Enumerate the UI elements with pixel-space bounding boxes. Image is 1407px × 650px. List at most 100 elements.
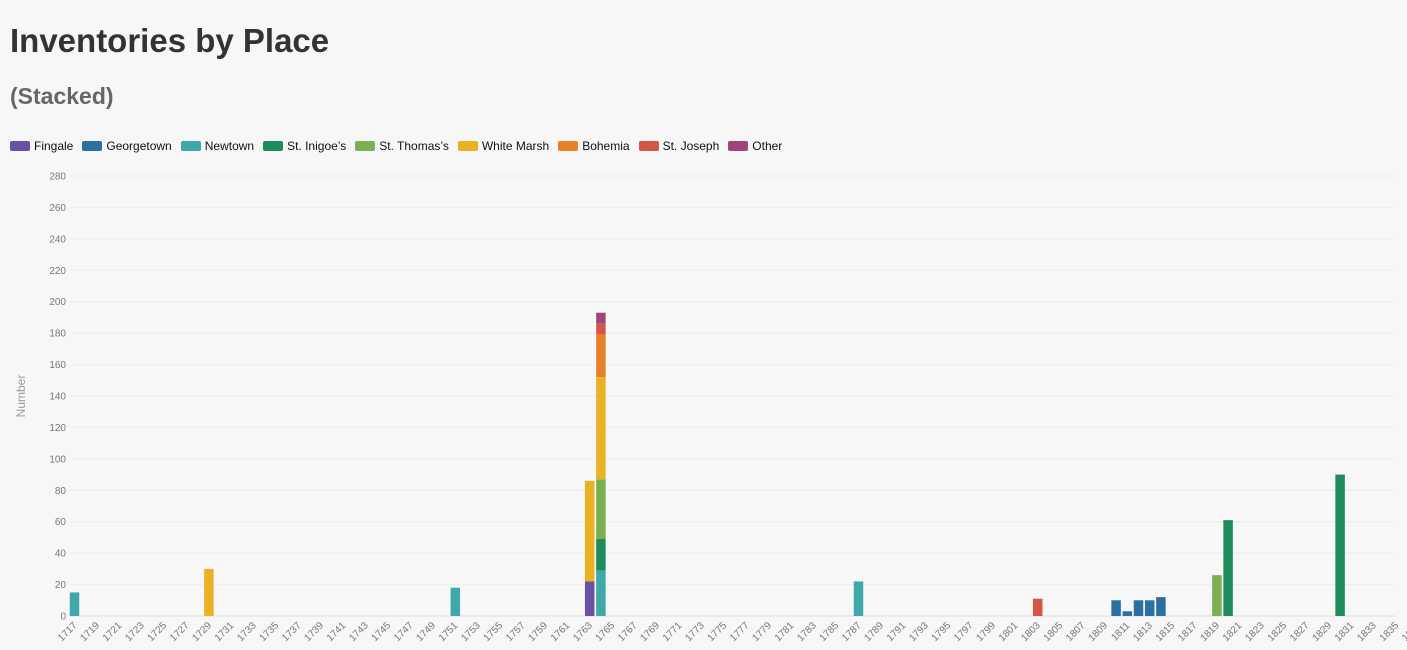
x-tick-label: 1825	[1266, 620, 1290, 644]
legend-item[interactable]: Georgetown	[82, 139, 172, 153]
y-tick-label: 120	[49, 423, 66, 434]
x-tick-label: 1745	[370, 620, 394, 644]
bar-segment	[596, 570, 606, 616]
bar-segment	[596, 334, 606, 378]
x-tick-label: 1773	[683, 620, 707, 644]
x-tick-label: 1805	[1042, 620, 1066, 644]
x-tick-label: 1813	[1131, 620, 1155, 644]
x-tick-label: 1751	[437, 620, 461, 644]
y-tick-label: 180	[49, 329, 66, 340]
bar-segment	[853, 581, 864, 616]
y-tick-label: 220	[49, 266, 66, 277]
x-tick-label: 1803	[1019, 620, 1043, 644]
legend-item[interactable]: White Marsh	[457, 139, 550, 153]
y-axis-label: Number	[14, 375, 28, 418]
y-tick-label: 140	[49, 392, 66, 403]
legend-item[interactable]: St. Joseph	[638, 139, 720, 153]
legend-label: Georgetown	[106, 139, 172, 153]
x-tick-label: 1737	[280, 620, 304, 644]
x-tick-label: 1765	[594, 620, 618, 644]
bar-segment	[1032, 598, 1043, 616]
legend-item[interactable]: Newtown	[180, 139, 255, 153]
legend-label: White Marsh	[481, 139, 550, 153]
legend-label: St. Thomas’s	[379, 139, 449, 153]
bar-segment	[1111, 600, 1121, 616]
legend-label: St. Joseph	[662, 139, 720, 153]
x-tick-label: 1795	[930, 620, 954, 644]
x-tick-label: 1785	[818, 620, 842, 644]
y-tick-label: 260	[49, 203, 66, 214]
legend-swatch	[10, 141, 30, 151]
y-tick-label: 100	[49, 454, 66, 465]
bar-segment	[596, 312, 606, 324]
legend-swatch	[180, 141, 201, 151]
x-tick-label: 1749	[415, 620, 439, 644]
bar-segment	[1335, 474, 1345, 616]
x-tick-label: 1769	[639, 620, 663, 644]
y-tick-label: 160	[49, 360, 66, 371]
x-tick-label: 1719	[79, 620, 103, 644]
x-tick-label: 1767	[616, 620, 640, 644]
bar-segment	[1144, 600, 1155, 616]
bar-segment	[584, 480, 595, 582]
x-tick-label: 1717	[56, 620, 80, 644]
x-tick-label: 1835	[1378, 620, 1402, 644]
bar-segment	[596, 323, 606, 335]
x-tick-label: 1763	[571, 620, 595, 644]
x-tick-label: 1771	[661, 620, 685, 644]
x-tick-label: 1741	[325, 620, 349, 644]
x-tick-label: 1779	[751, 620, 775, 644]
x-tick-label: 1807	[1064, 620, 1088, 644]
bar-segment	[596, 377, 606, 480]
legend-label: Other	[752, 139, 783, 153]
x-tick-label: 1755	[482, 620, 506, 644]
bar-segment	[596, 479, 606, 539]
legend-item[interactable]: St. Thomas’s	[355, 139, 449, 153]
x-tick-label: 1777	[728, 620, 752, 644]
x-tick-label: 1823	[1243, 620, 1267, 644]
legend-item[interactable]: Other	[728, 139, 782, 153]
legend-swatch	[558, 141, 579, 151]
x-tick-label: 1827	[1288, 620, 1312, 644]
x-tick-label: 1787	[840, 620, 864, 644]
legend-item[interactable]: Fingale	[10, 139, 73, 153]
x-tick-label: 1761	[549, 620, 573, 644]
x-tick-label: 1815	[1154, 620, 1178, 644]
bar-segment	[1156, 597, 1166, 616]
x-tick-label: 1819	[1199, 620, 1223, 644]
bar-segment	[584, 581, 595, 616]
x-tick-label: 1727	[168, 620, 192, 644]
y-tick-label: 240	[49, 234, 66, 245]
y-tick-label: 80	[55, 486, 67, 497]
x-tick-label: 1789	[863, 620, 887, 644]
x-tick-label: 1797	[952, 620, 976, 644]
bar-segment	[450, 587, 461, 616]
x-tick-label: 1817	[1176, 620, 1200, 644]
legend-label: Bohemia	[582, 139, 630, 153]
x-tick-label: 1721	[101, 620, 125, 644]
legend-swatch	[457, 141, 478, 151]
x-tick-label: 1735	[258, 620, 282, 644]
x-tick-label: 1833	[1355, 620, 1379, 644]
x-tick-label: 1821	[1221, 620, 1245, 644]
legend-item[interactable]: Bohemia	[558, 139, 630, 153]
y-tick-label: 0	[60, 612, 66, 623]
bar-segment	[1122, 611, 1133, 616]
y-tick-label: 200	[49, 297, 66, 308]
bar-segment	[596, 539, 606, 571]
legend-label: Newtown	[204, 139, 255, 153]
x-tick-label: 1753	[459, 620, 483, 644]
x-tick-label: 1739	[303, 620, 327, 644]
x-tick-label: 1729	[191, 620, 215, 644]
x-tick-label: 1757	[504, 620, 528, 644]
x-tick-label: 1759	[527, 620, 551, 644]
legend-label: St. Inigoe’s	[287, 139, 347, 153]
legend-swatch	[355, 141, 376, 151]
x-tick-label: 1809	[1087, 620, 1111, 644]
legend-swatch	[638, 141, 659, 151]
x-tick-label: 1831	[1333, 620, 1357, 644]
legend-swatch	[728, 141, 749, 151]
x-tick-label: 1801	[997, 620, 1021, 644]
x-tick-label: 1829	[1311, 620, 1335, 644]
legend-item[interactable]: St. Inigoe’s	[263, 139, 346, 153]
